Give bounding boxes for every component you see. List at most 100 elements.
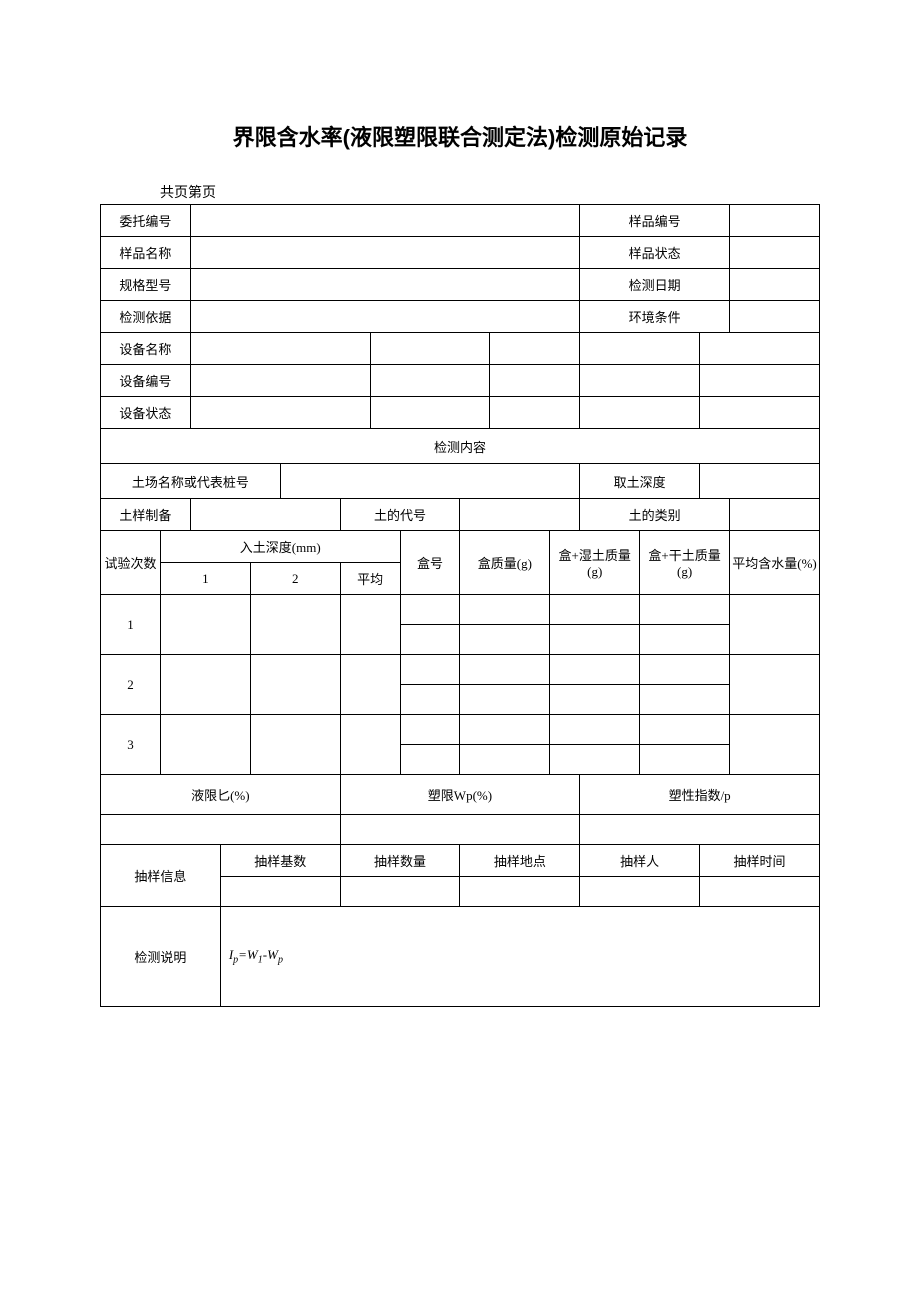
value-equip-status-5[interactable] <box>700 397 820 429</box>
value-equip-name-2[interactable] <box>370 333 490 365</box>
label-penetration-depth: 入土深度(mm) <box>160 531 400 563</box>
r3a-boxno[interactable] <box>400 715 460 745</box>
r2b-boxno[interactable] <box>400 685 460 715</box>
value-soil-prep[interactable] <box>190 499 340 531</box>
value-equip-name-5[interactable] <box>700 333 820 365</box>
r3b-boxmass[interactable] <box>460 745 550 775</box>
r3-avg[interactable] <box>340 715 400 775</box>
value-sampler[interactable] <box>580 877 700 907</box>
label-sampling-base: 抽样基数 <box>220 845 340 877</box>
value-sampling-depth[interactable] <box>700 464 820 499</box>
r1b-boxmass[interactable] <box>460 625 550 655</box>
value-soil-field[interactable] <box>280 464 580 499</box>
value-equip-status-1[interactable] <box>190 397 370 429</box>
value-test-basis[interactable] <box>190 301 579 333</box>
label-equip-name: 设备名称 <box>101 333 191 365</box>
value-soil-type[interactable] <box>730 499 820 531</box>
r3a-drymass[interactable] <box>640 715 730 745</box>
label-test-basis: 检测依据 <box>101 301 191 333</box>
label-sampler: 抽样人 <box>580 845 700 877</box>
row-label-3: 3 <box>101 715 161 775</box>
value-equip-status-2[interactable] <box>370 397 490 429</box>
value-sampling-time[interactable] <box>700 877 820 907</box>
value-sample-status[interactable] <box>730 237 820 269</box>
r3a-boxmass[interactable] <box>460 715 550 745</box>
label-soil-type: 土的类别 <box>580 499 730 531</box>
value-equip-no-2[interactable] <box>370 365 490 397</box>
r3-d1[interactable] <box>160 715 250 775</box>
r1a-boxno[interactable] <box>400 595 460 625</box>
r2-d2[interactable] <box>250 655 340 715</box>
value-equip-status-3[interactable] <box>490 397 580 429</box>
r3b-wetmass[interactable] <box>550 745 640 775</box>
r1-d1[interactable] <box>160 595 250 655</box>
r2a-drymass[interactable] <box>640 655 730 685</box>
r1-d2[interactable] <box>250 595 340 655</box>
label-test-times: 试验次数 <box>101 531 161 595</box>
r1b-wetmass[interactable] <box>550 625 640 655</box>
label-test-content: 检测内容 <box>101 429 820 464</box>
value-test-date[interactable] <box>730 269 820 301</box>
r2-d1[interactable] <box>160 655 250 715</box>
label-box-wet-mass: 盒+湿土质量(g) <box>550 531 640 595</box>
r1a-wetmass[interactable] <box>550 595 640 625</box>
label-plasticity-index: 塑性指数/p <box>580 775 820 815</box>
label-col-1: 1 <box>160 563 250 595</box>
r1a-drymass[interactable] <box>640 595 730 625</box>
value-sampling-base[interactable] <box>220 877 340 907</box>
r2b-boxmass[interactable] <box>460 685 550 715</box>
value-sample-name[interactable] <box>190 237 579 269</box>
r1a-boxmass[interactable] <box>460 595 550 625</box>
r3-d2[interactable] <box>250 715 340 775</box>
value-sampling-loc[interactable] <box>460 877 580 907</box>
label-col-avg: 平均 <box>340 563 400 595</box>
r3a-wetmass[interactable] <box>550 715 640 745</box>
value-spec-model[interactable] <box>190 269 579 301</box>
value-soil-code[interactable] <box>460 499 580 531</box>
r1b-drymass[interactable] <box>640 625 730 655</box>
value-equip-name-3[interactable] <box>490 333 580 365</box>
label-sampling-loc: 抽样地点 <box>460 845 580 877</box>
value-equip-no-4[interactable] <box>580 365 700 397</box>
value-sample-no[interactable] <box>730 205 820 237</box>
label-avg-water: 平均含水量(%) <box>730 531 820 595</box>
value-equip-no-5[interactable] <box>700 365 820 397</box>
r2-water[interactable] <box>730 655 820 715</box>
label-equip-status: 设备状态 <box>101 397 191 429</box>
value-equip-name-1[interactable] <box>190 333 370 365</box>
row-label-2: 2 <box>101 655 161 715</box>
label-soil-code: 土的代号 <box>340 499 460 531</box>
label-env-condition: 环境条件 <box>580 301 730 333</box>
r1-avg[interactable] <box>340 595 400 655</box>
formula-cell: Ip=W1-Wp <box>220 907 819 1007</box>
label-sampling-time: 抽样时间 <box>700 845 820 877</box>
value-sampling-qty[interactable] <box>340 877 460 907</box>
value-plastic-limit[interactable] <box>340 815 580 845</box>
value-entrust-no[interactable] <box>190 205 579 237</box>
value-plasticity-index[interactable] <box>580 815 820 845</box>
r1-water[interactable] <box>730 595 820 655</box>
r1b-boxno[interactable] <box>400 625 460 655</box>
label-sample-no: 样品编号 <box>580 205 730 237</box>
value-equip-no-3[interactable] <box>490 365 580 397</box>
label-sample-name: 样品名称 <box>101 237 191 269</box>
r3b-drymass[interactable] <box>640 745 730 775</box>
value-env-condition[interactable] <box>730 301 820 333</box>
r3-water[interactable] <box>730 715 820 775</box>
r2-avg[interactable] <box>340 655 400 715</box>
r2a-boxmass[interactable] <box>460 655 550 685</box>
r2a-wetmass[interactable] <box>550 655 640 685</box>
label-test-note: 检测说明 <box>101 907 221 1007</box>
value-liquid-limit[interactable] <box>101 815 341 845</box>
label-equip-no: 设备编号 <box>101 365 191 397</box>
value-equip-no-1[interactable] <box>190 365 370 397</box>
r2b-wetmass[interactable] <box>550 685 640 715</box>
r2b-drymass[interactable] <box>640 685 730 715</box>
r2a-boxno[interactable] <box>400 655 460 685</box>
label-col-2: 2 <box>250 563 340 595</box>
value-equip-status-4[interactable] <box>580 397 700 429</box>
row-label-1: 1 <box>101 595 161 655</box>
r3b-boxno[interactable] <box>400 745 460 775</box>
value-equip-name-4[interactable] <box>580 333 700 365</box>
label-soil-prep: 土样制备 <box>101 499 191 531</box>
